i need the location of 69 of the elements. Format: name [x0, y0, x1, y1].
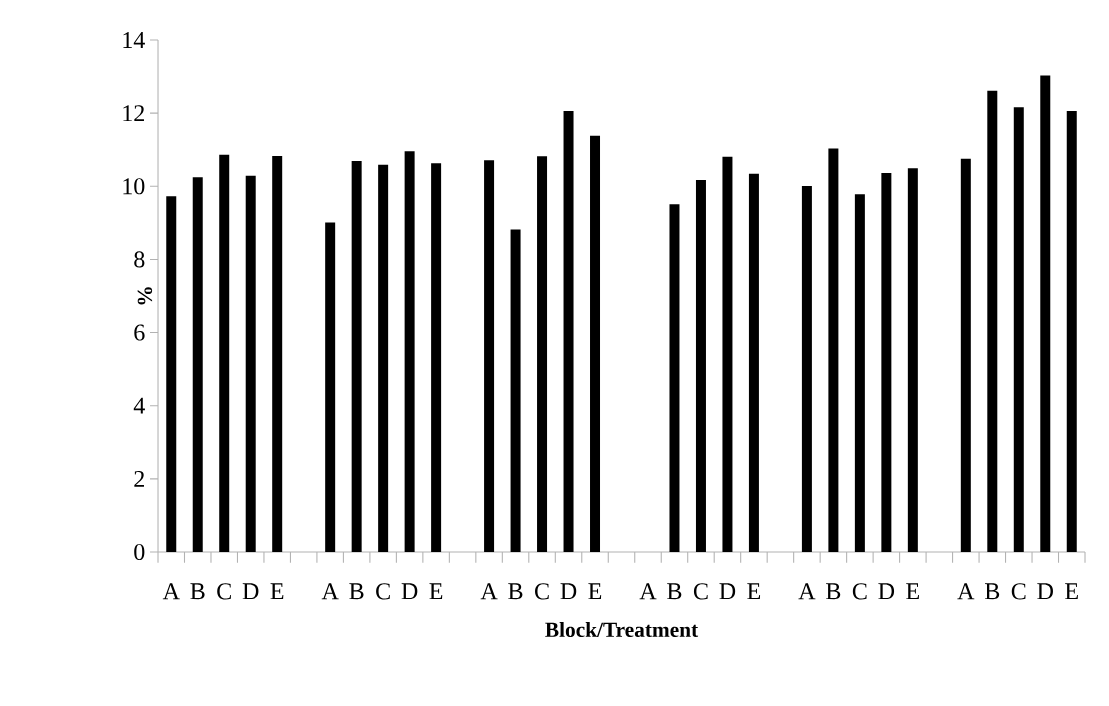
- bar: [325, 222, 336, 552]
- x-tick-label: E: [270, 583, 284, 600]
- bar: [351, 161, 362, 552]
- bar: [695, 180, 706, 552]
- x-tick-label: C: [535, 583, 549, 600]
- x-tick-label: A: [639, 583, 657, 600]
- x-tick-label: D: [242, 583, 259, 600]
- bar: [563, 110, 574, 552]
- x-tick-label: E: [906, 583, 919, 600]
- bar: [484, 160, 495, 552]
- bar: [828, 148, 839, 552]
- x-tick-label: A: [162, 583, 180, 600]
- x-tick-label: D: [719, 583, 736, 600]
- y-tick-label: 0: [134, 543, 145, 561]
- x-tick-label: E: [747, 583, 761, 600]
- x-tick-label: C: [1011, 583, 1026, 600]
- y-axis-title: %: [137, 287, 153, 305]
- bar: [219, 154, 230, 552]
- x-tick-label: A: [321, 583, 339, 600]
- bar: [748, 173, 759, 552]
- y-tick-label: 12: [123, 105, 144, 122]
- x-tick-label: B: [190, 583, 205, 600]
- x-tick-label: B: [349, 583, 364, 600]
- x-tick-label: D: [1037, 583, 1053, 600]
- bar: [272, 155, 283, 552]
- bar: [378, 164, 389, 552]
- y-tick-label: 2: [134, 470, 144, 487]
- bar: [669, 204, 680, 552]
- x-tick-label: C: [217, 583, 231, 600]
- bar: [431, 163, 442, 552]
- bar: [1040, 75, 1051, 552]
- bar: [854, 194, 865, 552]
- bar: [987, 90, 998, 552]
- x-tick-label: C: [693, 583, 708, 600]
- bar: [166, 196, 177, 552]
- x-tick-label: D: [560, 583, 577, 600]
- x-tick-label: A: [957, 583, 975, 600]
- bar: [404, 151, 415, 552]
- bar: [1066, 110, 1077, 552]
- x-tick-label: C: [852, 583, 867, 600]
- bar: [881, 173, 892, 552]
- x-tick-label: D: [878, 583, 895, 600]
- bar: [510, 229, 521, 552]
- x-tick-label: C: [376, 583, 390, 600]
- x-tick-label: D: [401, 583, 418, 600]
- bar: [192, 177, 203, 552]
- x-tick-label: E: [588, 583, 602, 600]
- x-tick-label: A: [480, 583, 498, 600]
- bar: [537, 156, 548, 552]
- bar: [801, 185, 812, 552]
- y-tick-label: 4: [133, 397, 145, 414]
- x-tick-label: E: [429, 583, 443, 600]
- bar: [1013, 107, 1024, 552]
- x-tick-label: B: [826, 583, 841, 600]
- x-tick-label: A: [798, 583, 816, 600]
- y-tick-label: 6: [134, 324, 145, 341]
- bar: [907, 168, 918, 552]
- x-tick-label: B: [667, 583, 682, 600]
- x-tick-label: B: [984, 583, 1000, 600]
- bar: [590, 135, 601, 552]
- x-tick-label: B: [508, 583, 523, 600]
- y-tick-label: 14: [123, 32, 145, 48]
- bar: [245, 175, 256, 552]
- bar: [960, 158, 971, 552]
- bar: [722, 156, 733, 552]
- x-tick-label: E: [1065, 583, 1078, 600]
- x-axis-title: Block/Treatment: [545, 621, 699, 637]
- y-tick-label: 10: [123, 178, 145, 195]
- y-tick-label: 8: [134, 251, 145, 268]
